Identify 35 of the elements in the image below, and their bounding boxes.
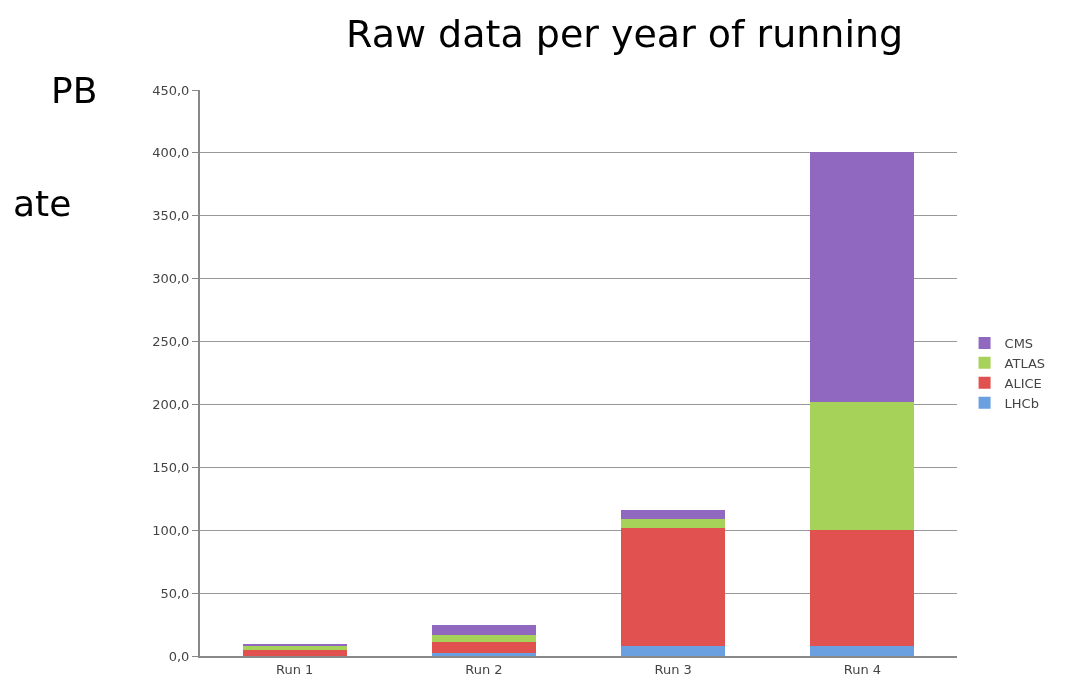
bar — [810, 530, 915, 646]
bar — [621, 527, 726, 646]
y-tick-label: 0,0 — [168, 648, 190, 664]
bar — [621, 510, 726, 519]
legend-label: ATLAS — [1004, 355, 1046, 371]
y-tick-label: 300,0 — [152, 271, 190, 287]
legend-label: ALICE — [1004, 375, 1042, 391]
legend-label: CMS — [1004, 336, 1034, 352]
y-tick-label: 150,0 — [152, 459, 190, 475]
bar — [431, 634, 536, 643]
bar — [621, 518, 726, 528]
x-tick-label: Run 3 — [654, 661, 692, 677]
y-tick-label: 50,0 — [160, 585, 190, 601]
x-tick-label: Run 1 — [275, 661, 314, 677]
y-tick-label: 350,0 — [152, 208, 190, 224]
y-axis-title: PB — [51, 70, 98, 111]
y-tick-label: 200,0 — [152, 396, 190, 412]
x-tick-label: Run 2 — [465, 661, 503, 677]
y-tick-label: 450,0 — [152, 82, 190, 98]
x-tick-label: Run 4 — [843, 661, 882, 677]
bar — [431, 624, 536, 635]
bar — [242, 649, 347, 656]
bar — [242, 645, 347, 650]
y-tick-label: 100,0 — [152, 522, 190, 538]
text: ate — [13, 183, 72, 224]
bar — [431, 653, 536, 656]
chart-title: Raw data per year of running — [346, 12, 904, 57]
bar — [431, 642, 536, 654]
legend-label: LHCb — [1004, 395, 1039, 411]
y-tick-label: 250,0 — [152, 334, 190, 350]
bar — [810, 151, 915, 402]
bar — [621, 645, 726, 656]
y-tick-label: 400,0 — [152, 145, 190, 161]
bar — [810, 645, 915, 656]
bar — [810, 401, 915, 531]
